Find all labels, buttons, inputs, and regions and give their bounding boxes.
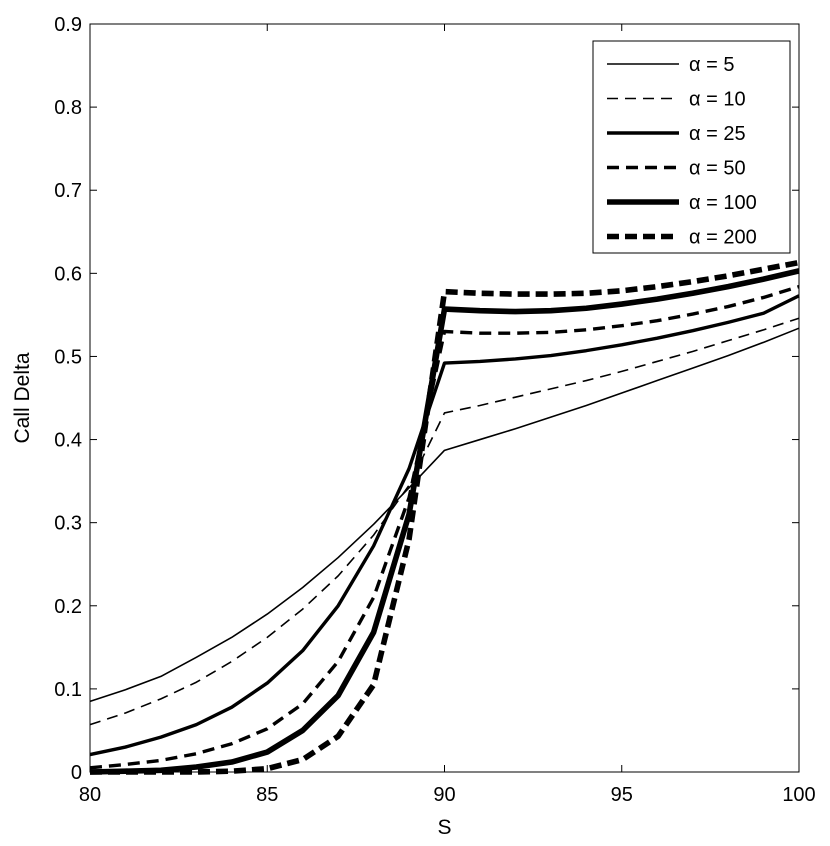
legend-label-2: α = 10 bbox=[689, 89, 746, 111]
series-line-4 bbox=[89, 285, 800, 770]
y-tick-label: 0.6 bbox=[54, 263, 82, 285]
series-line-1 bbox=[89, 327, 800, 703]
y-tick-label: 0.3 bbox=[54, 513, 82, 535]
x-tick-label: 85 bbox=[256, 784, 278, 806]
x-tick-label: 100 bbox=[782, 784, 815, 806]
legend-label-4: α = 50 bbox=[689, 158, 746, 180]
x-tick-label: 80 bbox=[79, 784, 101, 806]
x-axis-label: S bbox=[437, 816, 451, 839]
legend-label-1: α = 5 bbox=[689, 54, 734, 76]
x-tick-label: 90 bbox=[433, 784, 455, 806]
legend-label-3: α = 25 bbox=[689, 123, 746, 145]
series-line-5 bbox=[89, 268, 800, 775]
x-tick-label: 95 bbox=[611, 784, 633, 806]
y-tick-label: 0.7 bbox=[54, 180, 82, 202]
y-tick-label: 0.5 bbox=[54, 346, 82, 368]
legend: α = 5 α = 10 α = 25 α = 50 α = 100 α = 200 bbox=[592, 40, 791, 254]
y-axis-label: Call Delta bbox=[11, 352, 34, 443]
x-ticks: 80 85 90 95 100 bbox=[79, 24, 816, 806]
legend-label-6: α = 200 bbox=[689, 227, 757, 249]
y-tick-label: 0.8 bbox=[54, 97, 82, 119]
series-line-2 bbox=[89, 317, 800, 726]
y-tick-label: 0 bbox=[71, 762, 82, 784]
legend-box bbox=[592, 40, 791, 254]
y-tick-label: 0.4 bbox=[54, 430, 82, 452]
y-tick-label: 0.2 bbox=[54, 596, 82, 618]
y-ticks: 0 0.1 0.2 0.3 0.4 0.5 0.6 0.7 0.8 0.9 bbox=[54, 14, 799, 784]
y-tick-label: 0.1 bbox=[54, 679, 82, 701]
legend-label-5: α = 100 bbox=[689, 192, 757, 214]
y-tick-label: 0.9 bbox=[54, 14, 82, 36]
series-layer bbox=[89, 259, 800, 775]
series-line-3 bbox=[89, 294, 800, 757]
